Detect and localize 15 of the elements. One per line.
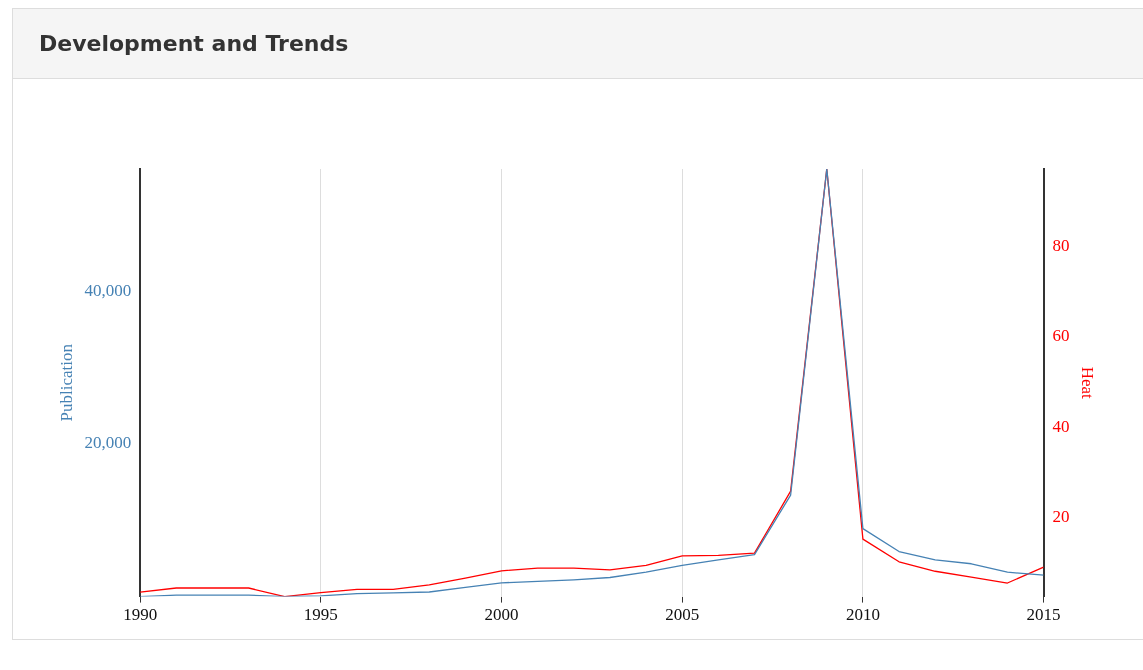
y2-tick-label: 40 bbox=[1052, 416, 1070, 436]
x-tick-label: 1995 bbox=[303, 605, 338, 625]
y2-axis-title: Heat bbox=[1078, 366, 1098, 400]
chart-title: Development and Trends bbox=[13, 9, 1143, 79]
x-tick-label: 2015 bbox=[1026, 605, 1061, 625]
y-tick-label: 20,000 bbox=[84, 433, 132, 453]
y2-tick-label: 60 bbox=[1052, 326, 1070, 346]
x-tick-label: 2005 bbox=[665, 605, 700, 625]
y2-tick-label: 20 bbox=[1052, 507, 1070, 527]
x-tick-label: 2000 bbox=[484, 605, 519, 625]
y-axis-title: Publication bbox=[56, 343, 76, 422]
x-tick-label: 2010 bbox=[845, 605, 880, 625]
x-tick-label: 1990 bbox=[123, 605, 158, 625]
y-tick-label: 40,000 bbox=[84, 280, 132, 300]
y2-tick-label: 80 bbox=[1052, 235, 1070, 255]
